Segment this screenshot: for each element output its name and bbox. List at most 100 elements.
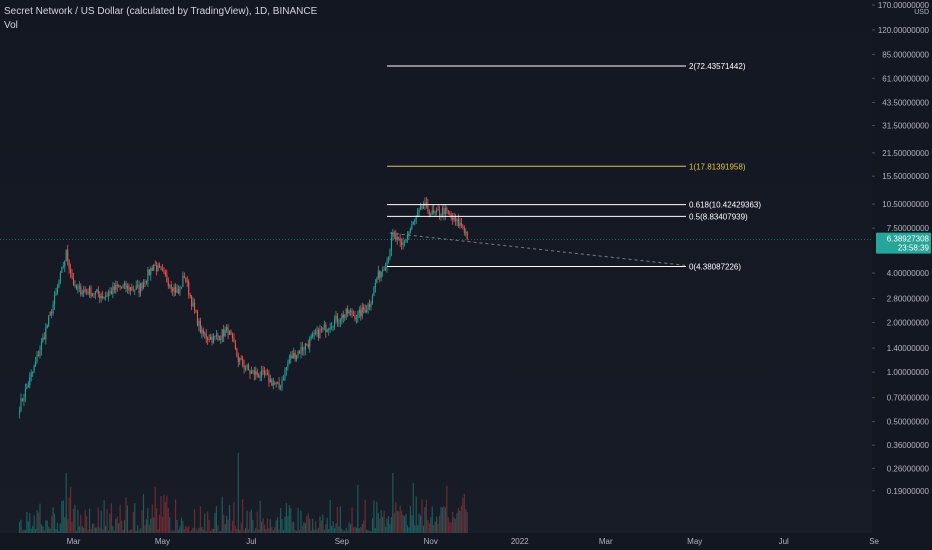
candle-body (389, 250, 391, 258)
volume-bar (370, 530, 372, 533)
candle-body (265, 373, 267, 375)
candle-body (421, 205, 423, 209)
candle-body (201, 329, 203, 333)
volume-bar (460, 505, 463, 533)
candle-body (242, 358, 244, 366)
candle-body (68, 260, 70, 269)
volume-bar (138, 530, 140, 533)
candle-body (87, 291, 89, 295)
candle-body (126, 285, 129, 289)
last-price-badge (876, 232, 931, 254)
candle-body (405, 238, 407, 243)
volume-bar (78, 526, 80, 533)
candle-body (277, 382, 279, 384)
candle-body (319, 329, 321, 338)
volume-bar (262, 517, 264, 533)
candle-body (425, 202, 427, 204)
y-tick-label: 0.36000000 (887, 441, 930, 450)
candle-body (94, 291, 96, 295)
candle-body (35, 361, 37, 366)
volume-bar (444, 507, 446, 533)
candle-body (342, 314, 344, 318)
y-tick-label: 15.50000000 (882, 172, 929, 181)
volume-bar (211, 528, 213, 533)
chart-title: Secret Network / US Dollar (calculated b… (4, 6, 318, 17)
candle-body (387, 257, 390, 261)
candle-body (393, 232, 395, 235)
volume-bar (253, 530, 255, 533)
volume-bar (287, 516, 289, 533)
candle-body (313, 332, 315, 335)
volume-bar (99, 527, 101, 533)
volume-bar (387, 515, 390, 533)
volume-bar (230, 530, 232, 533)
candle-body (418, 209, 420, 213)
fib-level-label: 2(72.43571442) (689, 62, 746, 71)
candle-body (52, 304, 54, 314)
candle-body (364, 309, 366, 313)
candle-body (163, 270, 165, 272)
volume-bar (75, 530, 78, 533)
x-tick-label: Mar (599, 537, 613, 546)
candle-body (93, 293, 95, 295)
candle-body (282, 379, 285, 381)
volume-bar (84, 509, 86, 533)
candle-body (110, 291, 112, 295)
candle-body (440, 214, 442, 216)
volume-bar (36, 510, 38, 533)
candle-body (236, 348, 238, 356)
volume-bar (374, 527, 376, 533)
volume-bar (204, 513, 206, 533)
candle-body (268, 374, 270, 383)
candle-body (157, 265, 159, 272)
candle-body (441, 208, 443, 215)
candle-body (350, 310, 352, 312)
volume-bar (452, 511, 454, 533)
volume-bar (104, 525, 107, 533)
volume-bar (189, 530, 191, 533)
volume-bar (21, 530, 24, 533)
volume-bar (278, 529, 280, 533)
volume-bar (161, 516, 164, 533)
volume-bar (176, 520, 178, 533)
volume-bar (157, 529, 159, 533)
candle-body (323, 324, 325, 328)
volume-bar (205, 530, 207, 533)
candle-body (53, 295, 56, 305)
volume-bar (135, 530, 137, 533)
volume-bar (91, 523, 94, 533)
volume-bar (422, 525, 425, 533)
volume-bar (77, 509, 79, 533)
volume-bar (376, 501, 378, 533)
candle-body (113, 286, 115, 290)
volume-bar (294, 530, 296, 533)
y-tick-label: 1.40000000 (887, 344, 930, 353)
volume-bar (80, 514, 82, 533)
candle-body (144, 282, 146, 284)
candle-body (65, 249, 67, 261)
volume-bar (74, 504, 76, 533)
candle-body (221, 329, 223, 339)
candle-body (281, 380, 283, 388)
candle-body (459, 222, 461, 226)
y-tick-label: 21.50000000 (882, 149, 929, 158)
candle-body (261, 370, 263, 377)
volume-bar (26, 511, 28, 533)
candle-body (280, 387, 282, 389)
volume-bar (411, 515, 413, 533)
volume-bar (463, 493, 465, 533)
candle-body (20, 398, 22, 412)
candle-body (455, 217, 457, 222)
candle-body (227, 327, 229, 335)
candle-countdown: 23:58:39 (898, 244, 930, 253)
volume-bar (55, 529, 57, 533)
candle-body (290, 355, 292, 360)
volume-bar (233, 501, 235, 533)
candle-body (156, 265, 158, 272)
candle-body (293, 352, 295, 359)
volume-bar (326, 517, 328, 533)
volume-bar (177, 529, 180, 533)
volume-bar (48, 526, 50, 533)
